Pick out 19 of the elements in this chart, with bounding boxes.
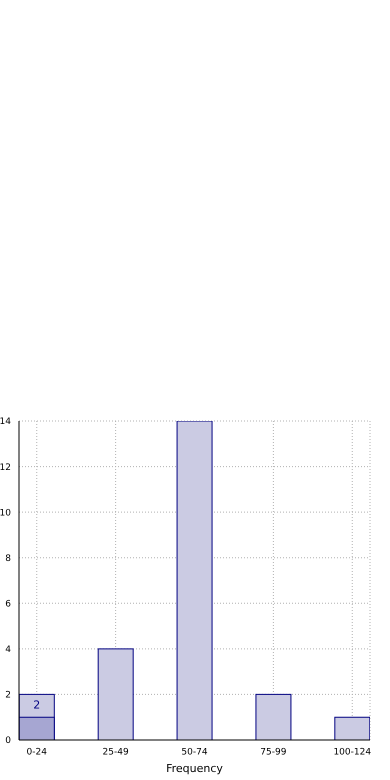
bar xyxy=(176,421,213,740)
y-tick-label: 10 xyxy=(0,508,12,518)
x-tick-label: 25-49 xyxy=(102,747,129,758)
x-tick-label: 75-99 xyxy=(260,747,287,758)
y-tick-label: 8 xyxy=(5,554,12,564)
bar xyxy=(98,648,134,740)
y-tick-label: 4 xyxy=(5,645,12,656)
bar xyxy=(255,694,292,740)
y-tick-label: 12 xyxy=(0,462,11,473)
x-tick-label: 50-74 xyxy=(181,747,208,758)
x-tick-label: 0-24 xyxy=(26,747,48,758)
bar xyxy=(334,716,370,740)
y-tick-label: 6 xyxy=(5,599,12,610)
y-tick-label: 0 xyxy=(5,736,12,746)
data-label: 2 xyxy=(33,698,40,712)
y-tick-label: 14 xyxy=(0,417,12,428)
y-tick-label: 2 xyxy=(5,690,11,701)
x-tick-label: 100-124 xyxy=(333,747,372,758)
x-axis-title: Frequency xyxy=(166,762,224,775)
